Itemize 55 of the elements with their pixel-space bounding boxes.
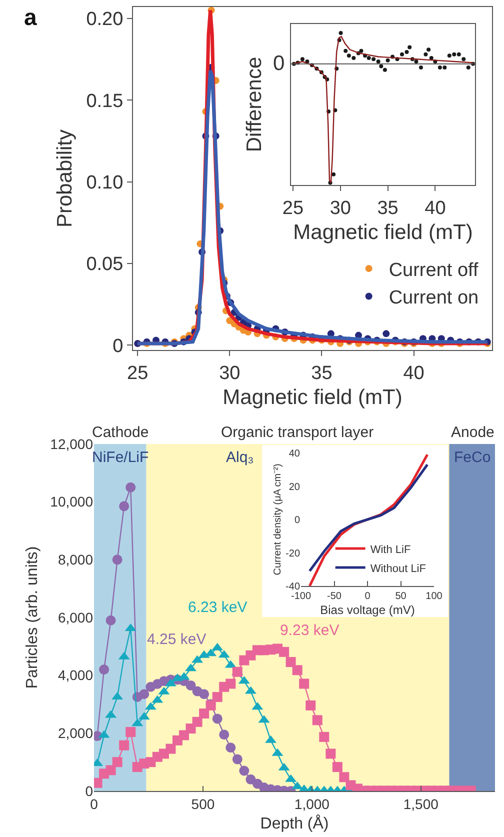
y-tick-label: 8,000 — [58, 552, 94, 568]
x-tick-label: 25 — [127, 362, 148, 384]
legend-label: Current off — [388, 260, 479, 281]
y-tick-label: 0.10 — [86, 172, 124, 194]
y-tick-label: 0.15 — [86, 90, 124, 112]
legend-label: Without LiF — [370, 562, 426, 575]
x-tick-label: 0 — [364, 591, 371, 602]
x-tick-label: 30 — [330, 198, 351, 219]
y-tick-label: 20 — [288, 482, 300, 493]
y-tick-label: 0 — [112, 336, 124, 357]
y-tick-label: 0.20 — [86, 9, 124, 30]
x-tick-label: 35 — [311, 362, 332, 384]
band-label: Alq₃ — [226, 449, 254, 466]
y-tick-label: 40 — [288, 448, 300, 460]
y-tick-label: 0 — [294, 515, 300, 526]
text: Anode — [451, 424, 494, 441]
y-axis-title: Probability — [53, 128, 76, 228]
y-tick-label: 4,000 — [58, 667, 94, 684]
x-axis-title: Bias voltage (mV) — [320, 603, 415, 617]
x-axis-title: Depth (Å) — [260, 814, 329, 832]
band-label: NiFe/LiF — [92, 449, 149, 466]
x-tick-label: 100 — [426, 591, 443, 602]
band-label: FeCo — [454, 449, 491, 466]
y-tick-label: 2,000 — [58, 725, 94, 742]
x-tick-label: 40 — [424, 198, 446, 219]
y-tick-label: -20 — [286, 548, 300, 560]
x-axis-title: Magnetic field (mT) — [222, 386, 402, 409]
legend-label: Current on — [388, 288, 479, 309]
legend-label: With LiF — [370, 544, 411, 556]
x-tick-label: 1,500 — [403, 796, 439, 812]
series-label: 9.23 keV — [280, 622, 340, 639]
y-tick-label: 10,000 — [50, 494, 94, 510]
text: Organic transport layer — [221, 424, 374, 441]
text: a — [24, 4, 37, 30]
x-tick-label: 40 — [403, 362, 424, 384]
y-tick-label: 0.05 — [86, 254, 124, 276]
x-tick-label: 35 — [377, 198, 398, 219]
y-tick-label: -40 — [286, 582, 300, 592]
y-tick-label: 6,000 — [58, 609, 94, 626]
y-axis-title: Difference — [243, 56, 266, 152]
x-tick-label: 30 — [219, 362, 240, 384]
text: 6.23 keV — [188, 599, 248, 616]
y-axis-title: Current density (μA cm⁻²) — [272, 464, 284, 576]
y-axis-title: Particles (arb. units) — [24, 546, 42, 689]
x-tick-label: 500 — [191, 796, 215, 812]
x-tick-label: 50 — [395, 591, 407, 602]
x-tick-label: 25 — [282, 198, 304, 219]
x-axis-title: Magnetic field (mT) — [293, 221, 473, 244]
text: Cathode — [92, 424, 149, 441]
x-tick-label: 1,000 — [294, 796, 330, 812]
y-tick-label: 12,000 — [50, 436, 94, 452]
x-tick-label: -50 — [327, 591, 342, 602]
y-tick-label: 0 — [85, 782, 94, 799]
x-tick-label: -100 — [290, 591, 312, 602]
series-label: 4.25 keV — [147, 631, 206, 648]
